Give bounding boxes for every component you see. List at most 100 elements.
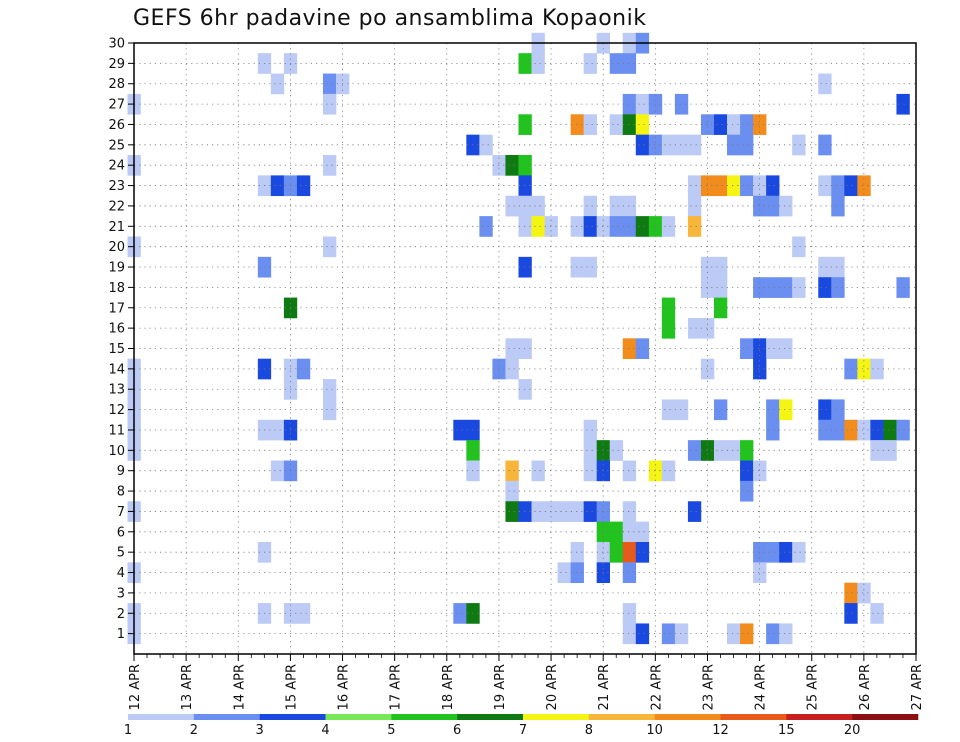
colorbar-swatch — [786, 714, 853, 720]
x-tick-label: 16 APR — [337, 664, 352, 710]
precip-cell — [766, 623, 780, 645]
y-tick-label: 18 — [108, 281, 125, 296]
precip-cell — [727, 175, 741, 197]
precip-cell — [661, 216, 676, 237]
precip-cell — [609, 521, 624, 543]
precip-cell — [557, 501, 571, 522]
y-tick-label: 14 — [108, 362, 125, 377]
y-tick-label: 20 — [108, 240, 125, 255]
precip-cell — [779, 623, 793, 645]
y-tick-label: 11 — [108, 423, 125, 438]
precip-cell — [479, 134, 493, 156]
precip-cell — [505, 155, 519, 176]
precip-cell — [622, 603, 637, 624]
precip-cell — [740, 134, 754, 156]
precip-cell — [857, 582, 871, 604]
precip-cell — [753, 460, 767, 482]
precip-cell — [622, 338, 637, 359]
precip-cell — [531, 195, 545, 217]
precip-cell — [609, 195, 624, 217]
y-tick-label: 29 — [108, 57, 125, 72]
precip-cell — [766, 399, 780, 421]
precip-cell — [883, 440, 897, 461]
precip-cell — [648, 134, 663, 156]
y-tick-label: 2 — [117, 607, 125, 622]
precip-cell — [505, 480, 519, 502]
precip-cell — [583, 440, 597, 461]
precip-cell — [635, 93, 650, 115]
precip-cell — [674, 134, 689, 156]
precip-cell — [583, 419, 597, 441]
y-tick-label: 26 — [108, 118, 125, 133]
precip-cell — [818, 73, 832, 95]
precip-cell — [831, 195, 845, 217]
precip-cell — [635, 623, 650, 645]
precip-cell — [596, 216, 611, 237]
precip-cell — [622, 623, 637, 645]
colorbar-label: 20 — [844, 723, 861, 738]
y-tick-label: 8 — [117, 485, 125, 500]
precip-cell — [583, 256, 597, 278]
precip-cell — [896, 93, 910, 115]
precip-cell — [570, 216, 584, 237]
precip-cell — [779, 277, 793, 298]
y-tick-label: 28 — [108, 77, 125, 92]
x-tick-label: 17 APR — [389, 664, 404, 710]
precip-cell — [322, 73, 337, 95]
precip-cell — [713, 440, 728, 461]
precip-cell — [583, 501, 597, 522]
precip-cell — [740, 460, 754, 482]
y-tick-label: 5 — [117, 546, 125, 561]
precip-cell — [505, 338, 519, 359]
y-tick-label: 6 — [117, 525, 125, 540]
precip-cell — [779, 195, 793, 217]
precip-cell — [270, 73, 285, 95]
precip-cell — [622, 501, 637, 522]
y-tick-label: 27 — [108, 98, 125, 113]
colorbar-swatch — [391, 714, 458, 720]
precip-cell — [270, 175, 285, 197]
precip-cell — [687, 134, 702, 156]
precip-cell — [648, 460, 663, 482]
precip-cell — [740, 338, 754, 359]
precip-cell — [322, 93, 337, 115]
precip-cell — [870, 440, 884, 461]
precip-cell — [322, 379, 337, 400]
chart-title: GEFS 6hr padavine po ansamblima Kopaonik — [133, 6, 647, 31]
precip-cell — [296, 358, 311, 380]
precip-cell — [713, 277, 728, 298]
colorbar-swatch — [588, 714, 655, 720]
precip-cell — [674, 623, 689, 645]
x-tick-label: 26 APR — [858, 664, 873, 710]
precip-cell — [740, 114, 754, 135]
x-tick-label: 23 APR — [701, 664, 716, 710]
x-tick-label: 22 APR — [649, 664, 664, 710]
precip-cell — [635, 216, 650, 237]
colorbar-label: 10 — [646, 723, 663, 738]
precip-cell — [609, 216, 624, 237]
precip-cell — [674, 399, 689, 421]
precip-cell — [766, 277, 780, 298]
precip-cell — [296, 603, 311, 624]
x-tick-label: 15 APR — [284, 664, 299, 710]
precip-cell — [583, 216, 597, 237]
precip-cell — [270, 460, 285, 482]
precip-cell — [609, 53, 624, 74]
precip-cell — [700, 114, 715, 135]
precip-cell — [857, 358, 871, 380]
precip-cell — [505, 460, 519, 482]
precip-cell — [896, 419, 910, 441]
precip-cell — [505, 195, 519, 217]
precip-cell — [740, 480, 754, 502]
colorbar-label: 1 — [124, 723, 132, 738]
x-tick-label: 14 APR — [232, 664, 247, 710]
colorbar-label: 8 — [585, 723, 593, 738]
precip-cell — [687, 175, 702, 197]
precip-cell — [609, 440, 624, 461]
colorbar-label: 6 — [453, 723, 461, 738]
y-tick-label: 23 — [108, 179, 125, 194]
precip-cell — [700, 358, 715, 380]
precip-cell — [870, 419, 884, 441]
precip-cell — [622, 562, 637, 584]
precip-cell — [661, 623, 676, 645]
